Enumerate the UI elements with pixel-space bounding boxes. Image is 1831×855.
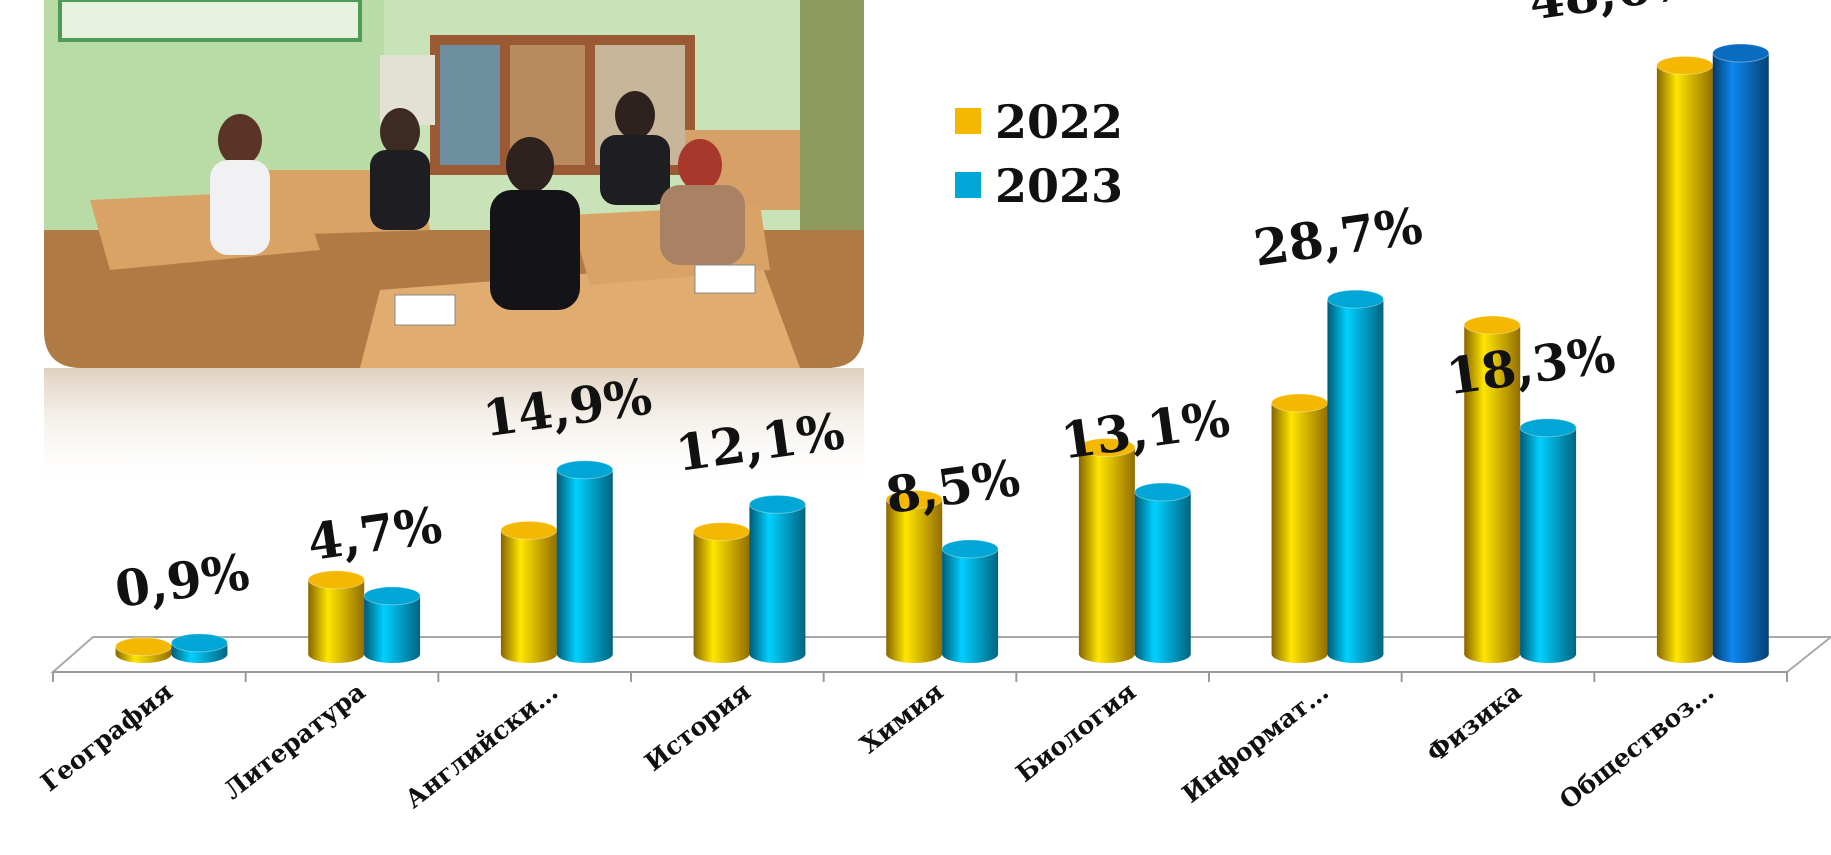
bar [1272,394,1328,663]
page: {"chart_data": {"type": "bar3d", "catego… [0,0,1831,855]
bar [1520,419,1576,663]
legend-swatch [955,108,981,134]
data-label: 13,1% [1057,389,1233,471]
data-label: 28,7% [1250,196,1426,278]
legend: 2022 2023 [955,95,1123,213]
x-tick-label: Физика [1421,677,1526,768]
bar [557,461,613,663]
bar [501,521,557,663]
data-label: 0,9% [111,542,252,619]
x-tick-label: Химия [855,677,949,759]
x-tick-label: Литература [218,677,371,805]
data-label: 48,6% [1525,0,1701,32]
bar [364,587,420,663]
chart: 2022 2023 География ЛитератураАнглийски… Ис… [0,0,1831,855]
bar [749,495,805,663]
bar [1079,438,1135,663]
legend-label: 2022 [995,95,1123,149]
bar [942,540,998,663]
x-tick-label: Информат… [1177,677,1334,809]
x-tick-label: Английски… [399,677,563,814]
photo [44,0,864,368]
data-label: 4,7% [304,495,445,572]
x-tick-label: Обществоз… [1554,677,1719,815]
x-tick-label: География [35,677,178,797]
bar [1135,483,1191,663]
bar [694,523,750,663]
bar [308,571,364,663]
bar [1327,290,1383,663]
bar [1713,44,1769,663]
data-label: 8,5% [882,448,1023,525]
legend-label: 2023 [995,159,1123,213]
x-tick-label: История [639,677,756,777]
bar [116,638,172,663]
x-tick-label: Биология [1011,677,1142,788]
bar [1657,56,1713,663]
legend-swatch [955,172,981,198]
bar [171,634,227,663]
